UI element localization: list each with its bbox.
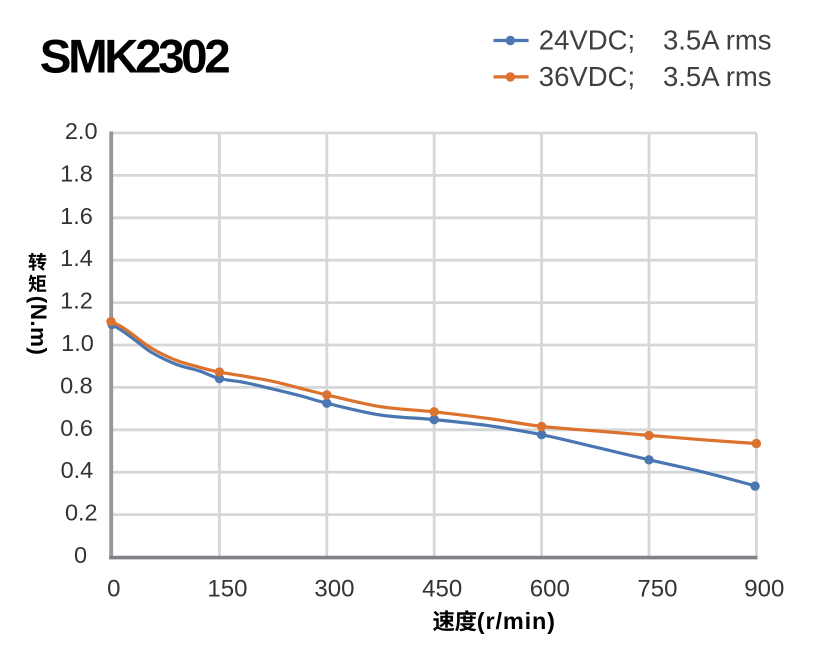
svg-text:1.6: 1.6 [60, 203, 93, 229]
svg-text:1.8: 1.8 [60, 160, 93, 186]
svg-text:24VDC;: 24VDC; [539, 25, 635, 56]
svg-text:1.2: 1.2 [60, 288, 93, 314]
svg-text:3.5A rms: 3.5A rms [663, 61, 772, 92]
svg-text:3.5A rms: 3.5A rms [663, 25, 772, 56]
svg-text:0: 0 [74, 542, 87, 568]
svg-text:150: 150 [207, 576, 247, 603]
svg-text:750: 750 [637, 576, 677, 603]
svg-text:600: 600 [530, 576, 570, 603]
svg-text:0.6: 0.6 [60, 415, 93, 441]
svg-text:0.4: 0.4 [61, 457, 94, 483]
svg-text:450: 450 [422, 576, 462, 603]
svg-text:900: 900 [744, 576, 784, 603]
svg-text:0.8: 0.8 [60, 372, 93, 398]
svg-text:1.4: 1.4 [60, 245, 93, 271]
svg-text:SMK2302: SMK2302 [40, 31, 229, 84]
svg-text:(r/min): (r/min) [477, 608, 556, 634]
svg-text:36VDC;: 36VDC; [539, 61, 635, 92]
svg-text:(N.m): (N.m) [26, 296, 51, 356]
svg-text:300: 300 [314, 576, 354, 603]
svg-text:0.2: 0.2 [65, 500, 98, 526]
svg-text:0: 0 [107, 576, 120, 603]
svg-text:2.0: 2.0 [65, 118, 98, 144]
svg-text:1.0: 1.0 [61, 330, 94, 356]
